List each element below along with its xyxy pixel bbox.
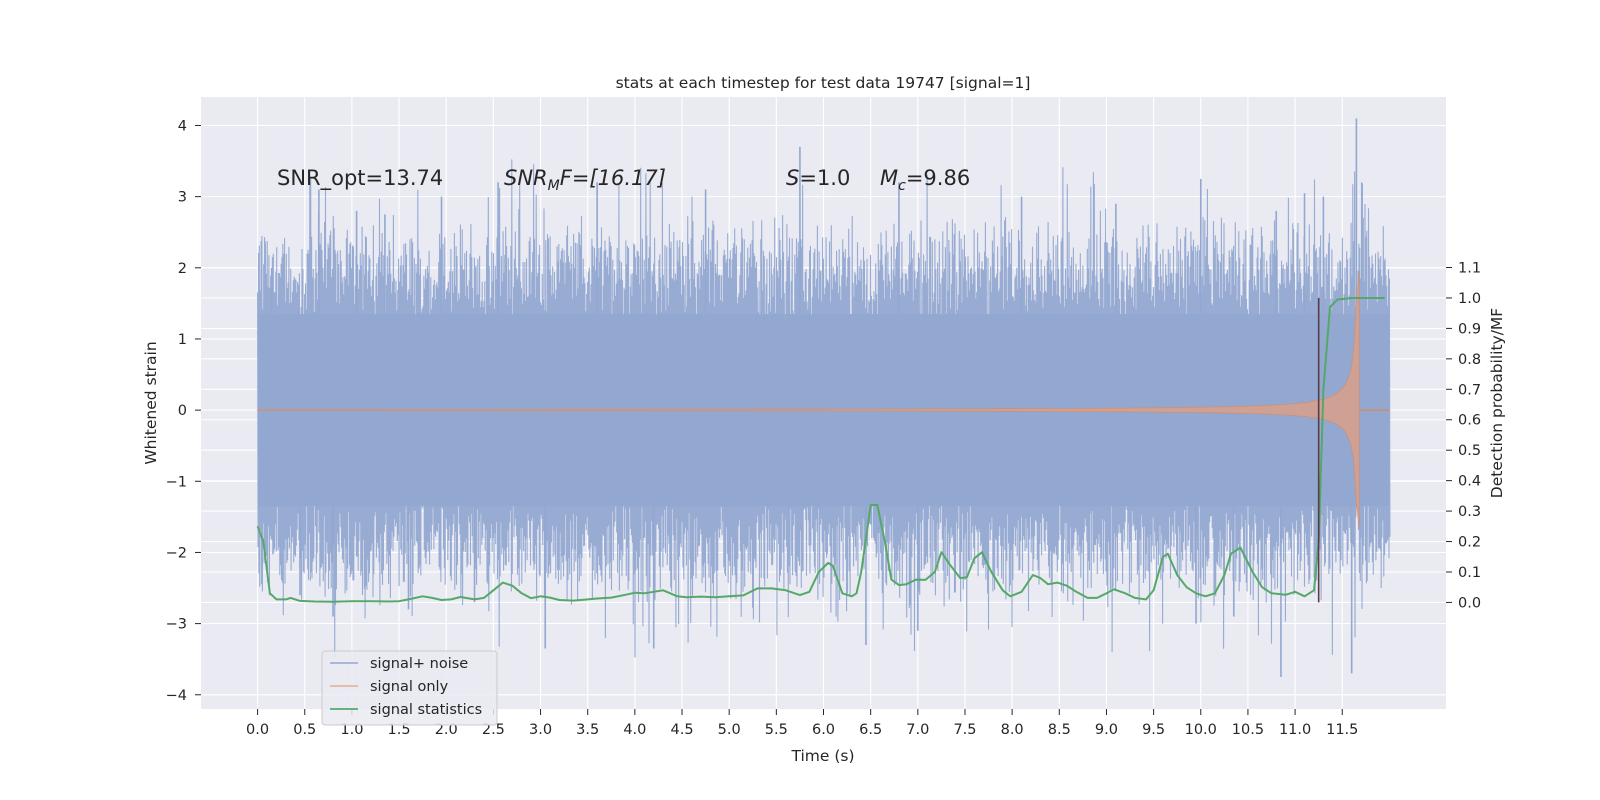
x-tick-label: 0.5 — [293, 722, 316, 738]
ticks: 0.0 0.5 1.0 1.5 2.0 2.5 3.0 3.5 4.0 4.5 5.0 5.5 6.0 6… — [166, 118, 1481, 738]
x-tick-label: 10.5 — [1232, 722, 1264, 738]
y-axis-right-label: Detection probability/MF — [1488, 308, 1506, 499]
x-tick-label: 3.0 — [529, 722, 552, 738]
signal-statistics-line — [256, 297, 1385, 603]
legend-label-signal: signal only — [370, 679, 449, 695]
x-tick-label: 5.0 — [718, 722, 741, 738]
y-right-tick-label: 0.4 — [1458, 474, 1481, 490]
annotation-snr-mf-sub: M — [548, 178, 560, 194]
annotations: SNR_opt=13.74 SNRMF=[16.17] S=1.0 Mc=9.8… — [277, 166, 970, 194]
y-tick-label: 4 — [178, 118, 187, 134]
y-right-tick-label: 0.5 — [1458, 443, 1481, 459]
x-tick-label: 4.5 — [670, 722, 693, 738]
x-tick-label: 1.0 — [340, 722, 363, 738]
signal-only-series — [257, 271, 1390, 529]
annotation-snr-mf-rest: F=[16.17] — [560, 166, 666, 190]
y-tick-label: −4 — [166, 688, 187, 704]
y-tick-label: 2 — [178, 261, 187, 277]
noise-trace — [257, 159, 1391, 658]
x-tick-label: 7.5 — [953, 722, 976, 738]
annotation-s-val: =1.0 — [799, 166, 850, 190]
x-tick-label: 8.5 — [1048, 722, 1071, 738]
x-tick-label: 8.0 — [1001, 722, 1024, 738]
x-axis-label: Time (s) — [790, 747, 854, 765]
x-tick-label: 1.5 — [388, 722, 411, 738]
y-tick-label: −3 — [166, 617, 187, 633]
x-tick-label: 7.0 — [906, 722, 929, 738]
signal-statistics-series — [256, 297, 1385, 603]
chart-title: stats at each timestep for test data 197… — [616, 74, 1031, 92]
annotation-mc-sym: M — [880, 166, 898, 190]
legend-label-stat: signal statistics — [370, 702, 482, 718]
y-right-tick-label: 0.9 — [1458, 321, 1481, 337]
x-tick-label: 6.0 — [812, 722, 835, 738]
legend: signal+ noise signal only signal statist… — [321, 650, 498, 726]
y-right-tick-label: 0.7 — [1458, 382, 1481, 398]
x-tick-label: 4.0 — [623, 722, 646, 738]
y-right-tick-label: 0.8 — [1458, 352, 1481, 368]
x-tick-label: 3.5 — [576, 722, 599, 738]
x-tick-label: 9.5 — [1142, 722, 1165, 738]
x-tick-label: 5.5 — [765, 722, 788, 738]
y-right-tick-label: 0.6 — [1458, 413, 1481, 429]
y-tick-label: 0 — [178, 403, 187, 419]
annotation-s-sym: S — [786, 166, 799, 190]
y-right-tick-label: 1.0 — [1458, 291, 1481, 307]
x-tick-label: 11.0 — [1279, 722, 1311, 738]
y-axis-label: Whitened strain — [142, 341, 160, 464]
y-tick-label: 3 — [178, 190, 187, 206]
y-right-tick-label: 0.1 — [1458, 565, 1481, 581]
x-tick-label: 11.5 — [1326, 722, 1358, 738]
y-right-tick-label: 0.2 — [1458, 535, 1481, 551]
x-tick-label: 2.0 — [435, 722, 458, 738]
x-tick-label: 2.5 — [482, 722, 505, 738]
annotation-mc-val: =9.86 — [906, 166, 970, 190]
y-tick-label: 1 — [178, 332, 187, 348]
y-right-tick-label: 1.1 — [1458, 261, 1481, 277]
signal-chirp-envelope — [257, 271, 1360, 529]
annotation-mc-sub: c — [898, 178, 906, 194]
x-tick-label: 10.0 — [1185, 722, 1217, 738]
annotation-snr-mf-main: SNR — [504, 166, 548, 190]
y-right-tick-label: 0.3 — [1458, 504, 1481, 520]
legend-box — [321, 650, 498, 726]
x-tick-label: 9.0 — [1095, 722, 1118, 738]
legend-label-noise: signal+ noise — [370, 656, 468, 672]
annotation-snr-opt: SNR_opt=13.74 — [277, 166, 443, 191]
y-tick-label: −2 — [166, 545, 187, 561]
x-tick-label: 0.0 — [246, 722, 269, 738]
annotation-mc: Mc=9.86 — [880, 166, 970, 194]
y-tick-label: −1 — [166, 474, 187, 490]
annotation-snr-mf: SNRMF=[16.17] — [504, 166, 666, 194]
x-tick-label: 6.5 — [859, 722, 882, 738]
annotation-s: S=1.0 — [786, 166, 850, 190]
y-right-tick-label: 0.0 — [1458, 595, 1481, 611]
